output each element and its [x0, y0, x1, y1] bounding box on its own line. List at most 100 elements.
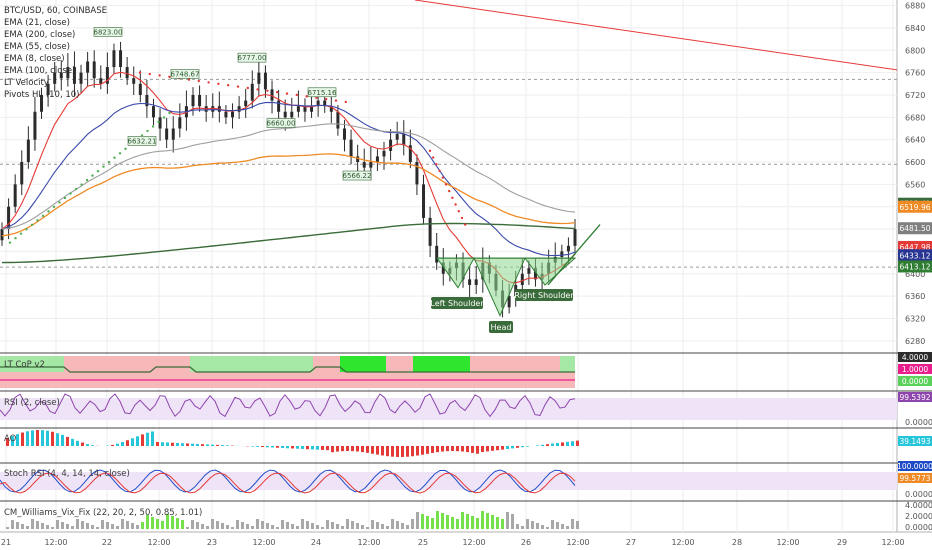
vix-bar: [136, 525, 139, 529]
ao-bar: [446, 446, 449, 452]
velocity-dot: [256, 88, 259, 91]
ao-bar: [136, 436, 139, 446]
vix-bar: [41, 523, 44, 529]
pane-label-rsi: RSI (2, close): [4, 398, 60, 408]
ao-bar: [406, 446, 409, 457]
candle-body: [79, 72, 83, 84]
velocity-dot: [30, 223, 34, 226]
ao-bar: [21, 432, 24, 446]
vix-bar: [276, 527, 279, 529]
ao-bar: [426, 446, 429, 454]
price-tick-label: 6360: [905, 292, 925, 301]
pivot-label: 6748.67: [171, 70, 200, 78]
ltcop-band: [190, 356, 313, 372]
legend-ema8: EMA (8, close): [4, 54, 65, 64]
pivot-label-box: [266, 118, 296, 128]
vix-bar: [546, 527, 549, 529]
candle-body: [263, 72, 267, 90]
ltcop-badge: [898, 364, 932, 374]
velocity-dot: [460, 216, 464, 220]
pane-label-vix: CM_Williams_Vix_Fix (22, 20, 2, 50, 0.85…: [4, 508, 202, 518]
vix-tick-label: 0.0000: [905, 523, 932, 532]
candle-body: [316, 100, 320, 107]
candle-body: [362, 162, 366, 168]
price-badge: [898, 200, 932, 213]
velocity-dot: [444, 183, 448, 186]
time-tick-label: 12:00: [44, 538, 67, 547]
velocity-dot: [158, 74, 161, 77]
ao-bar: [486, 446, 489, 452]
ao-bar: [491, 446, 494, 451]
candle-body: [171, 128, 175, 140]
breakout-line: [547, 224, 601, 286]
velocity-dot: [146, 129, 149, 133]
ao-bar: [506, 446, 509, 449]
ao-bar: [211, 444, 214, 446]
head-shoulders-pattern: [436, 256, 577, 317]
price-tick-label: 6720: [905, 91, 925, 100]
ao-bar: [311, 446, 314, 450]
ao-bar: [476, 446, 479, 454]
time-tick-label: 12:00: [566, 538, 589, 547]
ema100-line: [1, 153, 576, 237]
velocity-dot: [36, 219, 39, 222]
price-badge-label: 6433.12: [899, 251, 930, 260]
vix-bar: [281, 520, 284, 529]
ao-bar: [296, 446, 299, 449]
candle-body: [244, 100, 248, 107]
vix-tick-label: 2.0000: [905, 512, 932, 521]
vix-bar: [386, 526, 389, 529]
vix-bar: [456, 519, 459, 529]
ao-bar: [336, 446, 339, 452]
ao-bar: [166, 442, 169, 446]
vix-bar: [491, 515, 494, 529]
candle-body: [72, 67, 76, 84]
pivot-label-box: [237, 52, 267, 63]
vix-bar: [216, 521, 219, 529]
ltcop-badge: [898, 352, 932, 362]
stoch-tick-label: 0.0000: [905, 490, 932, 499]
vix-bar: [356, 523, 359, 529]
pattern-left-shoulder: Left Shoulder: [430, 297, 484, 309]
time-tick-label: 25: [418, 538, 428, 547]
ema55-line: [1, 123, 576, 230]
candle-body: [527, 268, 531, 274]
candle-body: [560, 251, 564, 258]
velocity-dot: [344, 100, 347, 104]
vix-bar: [361, 525, 364, 529]
rsi-badge: [898, 392, 932, 402]
vix-tick-label: 4.0000: [905, 501, 932, 510]
vix-bar: [331, 522, 334, 529]
ao-bar: [331, 446, 334, 453]
candle-body: [165, 128, 169, 140]
candle-body: [468, 279, 472, 285]
ao-bar: [16, 434, 19, 446]
candle-body: [119, 50, 123, 68]
rsi-tick-label: 0.0000: [905, 418, 932, 427]
vix-bar: [26, 526, 29, 529]
ao-bar: [396, 446, 399, 457]
velocity-dot: [107, 161, 111, 164]
velocity-dot: [168, 75, 171, 79]
candle-body: [112, 50, 116, 68]
ao-bar: [431, 446, 434, 453]
vix-bar: [536, 523, 539, 529]
main-price-pane[interactable]: 6823.00 6748.67 6777.00 6715.16 6632.21 6660.…: [0, 0, 898, 318]
candle-body: [408, 145, 412, 163]
candle-body: [415, 162, 419, 185]
ao-bar: [46, 430, 49, 446]
pattern-right-shoulder: Right Shoulder: [514, 289, 574, 301]
ao-bar: [371, 446, 374, 454]
ltcop-line: [0, 366, 575, 373]
vix-bar: [526, 519, 529, 529]
ao-bar: [326, 446, 329, 451]
vix-bar: [561, 524, 564, 529]
stoch-badge-label: 99.5773: [899, 474, 930, 483]
velocity-dot: [47, 210, 50, 213]
vix-bar: [321, 527, 324, 529]
vix-bar: [81, 521, 84, 529]
velocity-dot: [236, 85, 240, 88]
ao-bar: [266, 446, 269, 448]
velocity-dot: [80, 183, 83, 186]
